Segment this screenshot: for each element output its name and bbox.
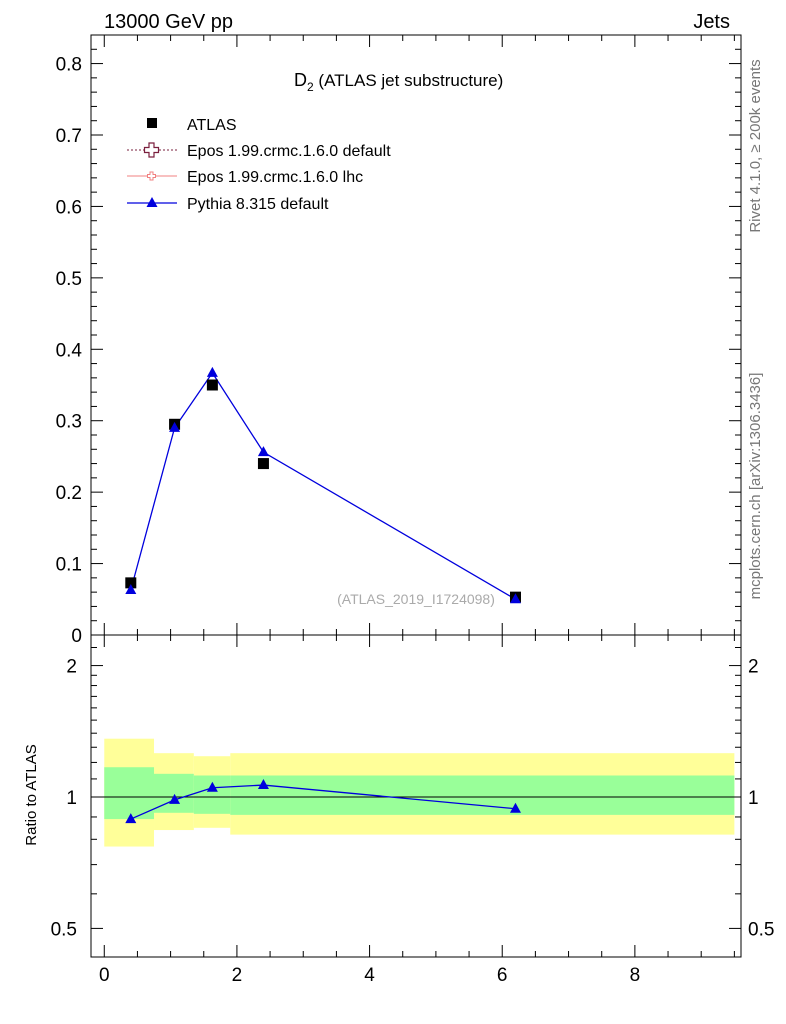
uncertainty-bands [104, 738, 735, 847]
main-y-tick-label: 0.8 [56, 55, 82, 76]
axis-ticks [91, 34, 741, 957]
legend-epos-default-label: Epos 1.99.crmc.1.6.0 default [187, 143, 391, 160]
pythia-ratio-point [169, 793, 181, 804]
band-inner-0 [104, 767, 155, 820]
header-process-label: Jets [693, 11, 730, 33]
ratio-y-tick-label: 2 [66, 657, 77, 678]
main-y-tick-label: 0.5 [56, 269, 82, 290]
pythia-point [206, 366, 218, 377]
ratio-y-tick-label-right: 2 [748, 657, 759, 678]
pythia-point [169, 421, 181, 432]
band-inner-2 [193, 775, 231, 814]
plot-title-subscript: 2 [307, 80, 314, 94]
plot-title-rest: (ATLAS jet substructure) [314, 71, 504, 90]
legend-epos-lhc-marker [147, 171, 156, 181]
ratio-plot-frame [90, 634, 742, 958]
data-marks [125, 366, 521, 824]
main-y-tick-label: 0.6 [56, 197, 82, 218]
main-y-tick-label: 0.2 [56, 483, 82, 504]
ratio-y-tick-label: 1 [66, 788, 77, 809]
pythia-point [257, 446, 269, 457]
rivet-version-label: Rivet 4.1.0, ≥ 200k events [747, 59, 764, 232]
ratio-y-tick-label-right: 0.5 [748, 919, 774, 940]
pythia-line [130, 371, 516, 600]
axis-tick-labels: 0 0.1 0.2 0.3 0.4 0.5 0.6 0.7 0.8 0 2 4 6 8 0.5 0.5 1 1 2 2 [51, 55, 775, 986]
x-tick-label: 4 [364, 965, 375, 986]
main-y-tick-label: 0.1 [56, 555, 82, 576]
legend-atlas-label: ATLAS [187, 117, 237, 134]
plot-title: D2 (ATLAS jet substructure) [294, 70, 503, 94]
legend-atlas-marker [147, 118, 157, 128]
band-inner-3 [230, 775, 735, 815]
main-y-tick-label: 0.7 [56, 126, 82, 147]
ratio-y-tick-label: 0.5 [51, 919, 77, 940]
legend-pythia-marker [146, 197, 158, 207]
pythia-ratio-point [206, 781, 218, 792]
x-tick-label: 8 [630, 965, 641, 986]
atlas-point [257, 458, 269, 470]
pythia-point [125, 584, 137, 594]
main-y-tick-label: 0.4 [56, 340, 83, 361]
pythia-ratio-point [125, 813, 137, 824]
x-tick-label: 0 [99, 965, 110, 986]
ratio-y-tick-label-right: 1 [748, 788, 759, 809]
atlas-point [125, 577, 137, 589]
x-tick-label: 6 [497, 965, 508, 986]
main-y-tick-label: 0.3 [56, 412, 82, 433]
mcplots-credit-label: mcplots.cern.ch [arXiv:1306.3436] [747, 373, 764, 600]
pythia-point [509, 593, 521, 604]
legend-epos-lhc-label: Epos 1.99.crmc.1.6.0 lhc [187, 169, 363, 186]
legend: ATLAS Epos 1.99.crmc.1.6.0 default Epos … [127, 117, 391, 213]
legend-pythia-label: Pythia 8.315 default [187, 196, 329, 213]
plot-title-main: D [294, 70, 307, 90]
pythia-ratio-point [257, 779, 269, 790]
x-tick-label: 2 [232, 965, 243, 986]
pythia-ratio-point [509, 802, 521, 813]
analysis-id-watermark: (ATLAS_2019_I1724098) [337, 591, 495, 607]
legend-epos-default-marker [143, 142, 160, 158]
atlas-point [206, 379, 218, 391]
main-y-tick-label: 0 [71, 626, 82, 647]
header-energy-label: 13000 GeV pp [104, 11, 233, 33]
ratio-y-axis-label: Ratio to ATLAS [23, 744, 40, 845]
